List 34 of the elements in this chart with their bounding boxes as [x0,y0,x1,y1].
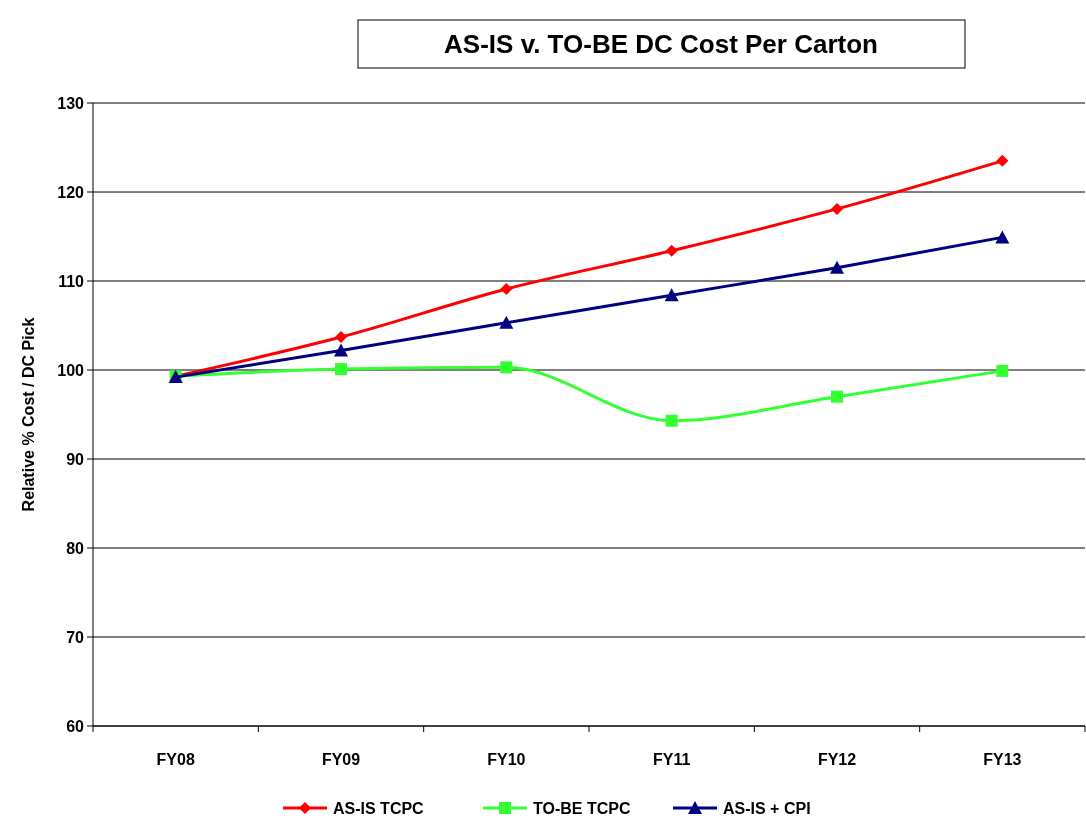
point [500,283,513,296]
point [335,363,347,376]
x-tick-label: FY10 [487,751,526,768]
y-tick-label: 80 [66,539,85,557]
point [499,315,514,329]
x-tick-label: FY09 [321,751,361,768]
y-tick-label: 130 [57,94,85,112]
point [665,414,678,427]
y-tick-label: 90 [66,450,85,468]
point [831,202,843,215]
point [664,288,679,302]
x-tick-label: FY13 [983,751,1022,768]
y-tick-label: 120 [57,183,85,201]
y-tick-label: 100 [57,361,85,379]
y-axis-title: Relative % Cost / DC Pick [20,317,37,512]
y-tick-label: 60 [66,717,85,735]
point [500,361,513,374]
point [830,260,844,274]
point [996,154,1009,167]
x-tick-label: FY12 [817,751,857,768]
legend-label: TO-BE TCPC [533,799,631,817]
x-tick-label: FY08 [156,751,195,768]
y-tick-label: 110 [58,272,85,290]
y-tick-label: 70 [66,628,85,646]
legend-label: AS-IS TCPC [333,799,425,817]
x-tick-label: FY11 [652,751,691,768]
chart-title: AS-IS v. TO-BE DC Cost Per Carton [444,29,878,59]
point [665,244,678,257]
legend-label: AS-IS + CPI [723,799,811,817]
point [335,331,347,344]
point [995,230,1010,244]
point [831,390,843,403]
point [334,343,348,357]
point [996,364,1009,377]
